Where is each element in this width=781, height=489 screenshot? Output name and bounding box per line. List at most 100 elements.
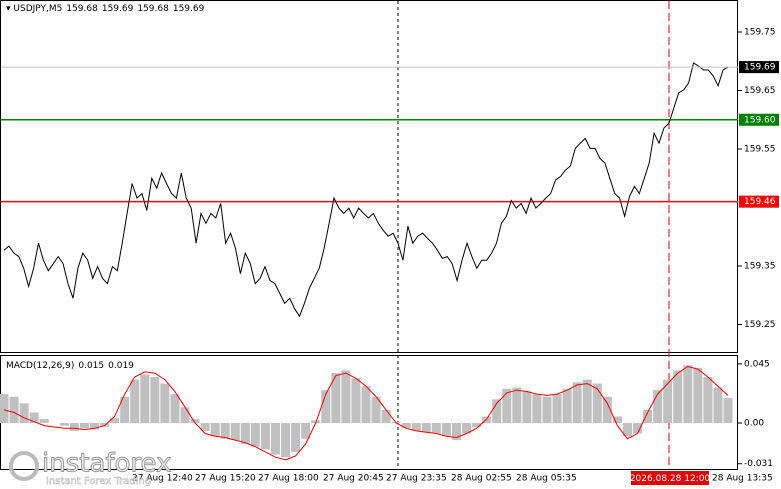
macd-bar xyxy=(452,423,461,441)
macd-bar xyxy=(612,416,622,424)
macd-bar xyxy=(512,387,522,424)
macd-bar xyxy=(341,370,351,424)
macd-bar xyxy=(271,423,280,455)
macd-bar xyxy=(572,382,582,424)
macd-bar xyxy=(663,379,673,424)
x-tick-label: 28 Aug 05:35 xyxy=(516,474,577,484)
cursor-time: 2026.08.28 12:00 xyxy=(630,474,711,484)
macd-bar xyxy=(522,391,532,424)
macd-bar xyxy=(180,407,190,424)
macd-bar xyxy=(421,423,431,433)
x-tick-label: 28 Aug 13:35 xyxy=(712,474,773,484)
y-tick-label: 159.55 xyxy=(744,145,776,155)
macd-bar xyxy=(140,374,150,424)
macd-bar xyxy=(90,423,99,430)
x-tick-label: 27 Aug 20:45 xyxy=(323,474,384,484)
macd-bar xyxy=(582,379,592,424)
macd-bar xyxy=(361,386,371,424)
x-tick-label: 27 Aug 15:20 xyxy=(195,474,256,484)
macd-bar xyxy=(562,388,572,424)
level-label-bg xyxy=(739,195,779,208)
macd-bar xyxy=(160,383,170,424)
y-tick-label: 0.045 xyxy=(744,359,770,369)
indicator-value: 0.019 xyxy=(108,361,134,371)
level-label: 159.46 xyxy=(744,197,776,207)
ohlc: 159.68 xyxy=(66,4,98,14)
macd-bar xyxy=(683,365,693,424)
macd-bar xyxy=(492,399,502,424)
macd-bar xyxy=(39,419,49,424)
macd-bar xyxy=(150,377,160,424)
macd-bar xyxy=(622,423,632,437)
macd-bar xyxy=(19,403,29,424)
macd-bar xyxy=(592,383,602,424)
macd-bar xyxy=(502,388,512,424)
macd-bar xyxy=(552,394,562,424)
macd-bar xyxy=(462,423,472,434)
macd-header: MACD(12,26,9) 0.015 0.019 xyxy=(6,361,138,371)
current-price-label: 159.69 xyxy=(744,63,776,73)
macd-bar xyxy=(9,396,19,424)
macd-bar xyxy=(69,423,79,431)
level-label-bg xyxy=(739,113,779,126)
macd-bar xyxy=(703,377,713,424)
macd-bar xyxy=(633,423,642,434)
macd-bar xyxy=(200,423,210,431)
macd-bar xyxy=(170,394,180,424)
ohlc: 159.69 xyxy=(172,4,205,14)
logo-tagline: Instant Forex Trading xyxy=(46,476,151,487)
price-header: ▾ USDJPY,M5 159.68 159.69 159.68 159.69 xyxy=(6,4,205,14)
macd-bar xyxy=(0,394,9,424)
y-tick-label: 159.75 xyxy=(744,28,776,38)
macd-bar xyxy=(602,396,612,424)
macd-bar xyxy=(321,390,331,424)
x-tick-label: 27 Aug 18:00 xyxy=(258,474,319,484)
x-tick-label: 27 Aug 12:40 xyxy=(132,474,193,484)
indicator-name: MACD(12,26,9) xyxy=(6,361,75,371)
price-frame xyxy=(0,0,738,353)
macd-bar xyxy=(472,423,482,427)
ohlc: 159.69 xyxy=(101,4,134,14)
ohlc: 159.68 xyxy=(137,4,169,14)
macd-bar xyxy=(371,396,381,424)
macd-bar xyxy=(542,396,552,424)
x-tick-label: 27 Aug 23:35 xyxy=(386,474,447,484)
macd-bar xyxy=(260,423,270,450)
macd-bar xyxy=(441,423,451,437)
y-tick-label: 159.35 xyxy=(744,262,776,272)
macd-bar xyxy=(301,423,311,439)
macd-bar xyxy=(693,367,703,424)
price-line xyxy=(3,62,729,318)
current-price-bg xyxy=(739,61,779,74)
x-tick-label: 28 Aug 02:55 xyxy=(451,474,512,484)
y-tick-label: 159.65 xyxy=(744,86,776,96)
macd-bar xyxy=(210,423,220,437)
macd-bar xyxy=(240,423,250,445)
macd-bar xyxy=(401,423,411,429)
macd-bar xyxy=(643,409,653,424)
macd-bar xyxy=(190,419,200,424)
macd-bar xyxy=(59,423,69,426)
symbol: USDJPY,M5 xyxy=(13,4,63,14)
indicator-value: 0.015 xyxy=(78,361,105,371)
macd-bar xyxy=(381,409,391,424)
macd-bar xyxy=(130,379,140,424)
macd-bar xyxy=(351,378,361,424)
y-tick-label: 159.25 xyxy=(744,320,776,330)
logo-icon xyxy=(9,451,39,481)
macd-bar xyxy=(411,423,421,431)
macd-bar xyxy=(120,396,130,424)
macd-bar xyxy=(673,370,683,424)
macd-bar xyxy=(29,412,39,424)
macd-bar xyxy=(230,423,240,441)
macd-bar xyxy=(291,423,301,452)
macd-bar xyxy=(281,423,291,458)
macd-bar xyxy=(431,423,441,434)
macd-bar xyxy=(79,423,89,429)
y-tick-label: 0.00 xyxy=(744,419,764,429)
macd-bar xyxy=(713,387,723,424)
macd-bar xyxy=(723,398,733,424)
macd-bar xyxy=(110,417,120,424)
